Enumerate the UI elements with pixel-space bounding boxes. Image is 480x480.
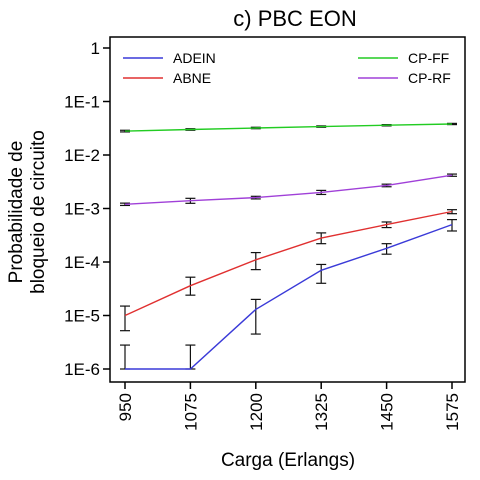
y-tick-label: 1E-6	[64, 360, 100, 379]
plot-frame	[109, 36, 466, 383]
y-axis-label: Probabilidade de bloqueio de circuito	[6, 130, 49, 294]
error-bar	[250, 251, 261, 271]
legend: ADEIN ABNE CP-FF CP-RF	[123, 50, 451, 86]
x-tick-label: 1200	[247, 393, 266, 431]
chart-title: c) PBC EON	[233, 6, 356, 31]
y-tick-label: 1E-2	[64, 146, 100, 165]
legend-label: ADEIN	[173, 50, 216, 66]
y-axis-label-line-2: bloqueio de circuito	[28, 130, 49, 294]
x-axis: 950 1075 1200 1325 1450 1575	[116, 382, 462, 431]
legend-item: ADEIN	[123, 50, 216, 66]
series-cp-ff	[120, 122, 457, 133]
legend-item: CP-FF	[358, 50, 449, 66]
x-tick-label: 1450	[378, 393, 397, 431]
legend-item: ABNE	[123, 70, 211, 86]
legend-label: CP-RF	[408, 70, 451, 86]
error-bar	[120, 344, 130, 370]
x-tick-label: 950	[116, 393, 135, 421]
error-bar	[316, 263, 327, 284]
legend-item: CP-RF	[358, 70, 451, 86]
error-bar	[120, 305, 130, 332]
legend-label: CP-FF	[408, 50, 449, 66]
series-line	[124, 210, 453, 317]
series-adein	[120, 219, 457, 370]
series-abne	[120, 209, 457, 332]
series-layer	[120, 122, 457, 370]
series-line	[124, 123, 453, 132]
x-tick-label: 1575	[443, 393, 462, 431]
series-line	[125, 223, 453, 370]
x-tick-label: 1075	[181, 393, 200, 431]
y-tick-label: 1E-5	[64, 307, 100, 326]
y-tick-label: 1E-3	[64, 200, 100, 219]
y-axis-label-line-1: Probabilidade de	[6, 141, 27, 284]
series-cp-rf	[120, 173, 457, 207]
y-tick-label: 1	[91, 39, 100, 58]
legend-label: ABNE	[173, 70, 211, 86]
y-axis: 1 1E-1 1E-2 1E-3 1E-4 1E-5 1E-6	[64, 39, 110, 379]
x-axis-label: Carga (Erlangs)	[221, 450, 355, 471]
y-tick-label: 1E-4	[64, 253, 100, 272]
series-line	[124, 174, 453, 205]
x-tick-label: 1325	[312, 393, 331, 431]
y-tick-label: 1E-1	[64, 93, 100, 112]
error-bar	[250, 298, 261, 335]
